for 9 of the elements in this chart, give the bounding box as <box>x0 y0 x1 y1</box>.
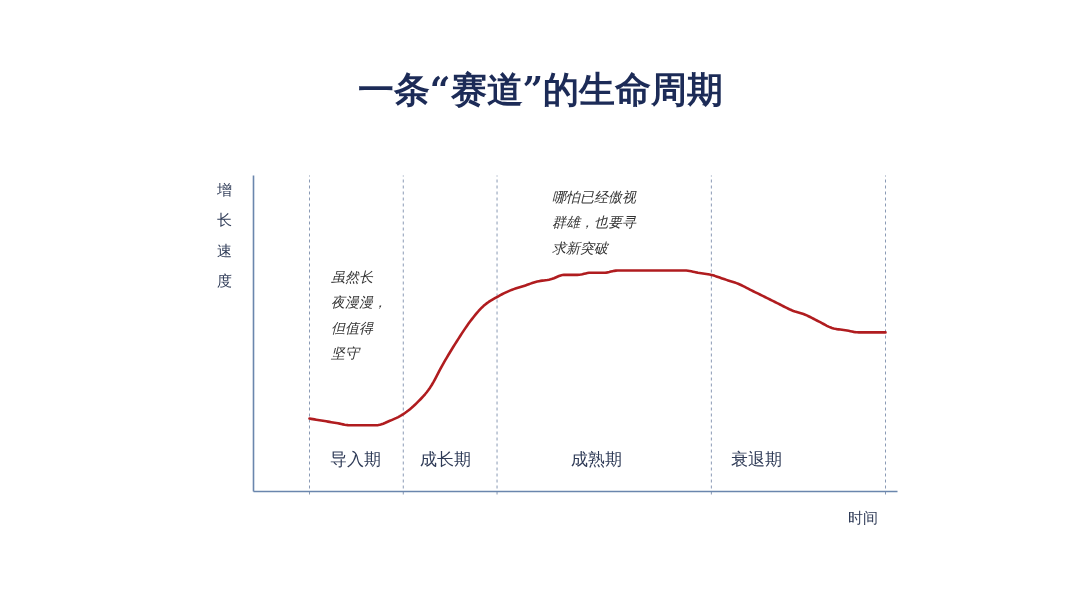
annotation: 导入期 <box>330 448 381 469</box>
annotation: 成熟期 <box>571 448 622 469</box>
chart-title: 一条“赛道”的生命周期 <box>357 67 724 110</box>
annotation: 成长期 <box>420 448 471 469</box>
annotation: 衰退期 <box>731 448 782 469</box>
x-axis-title: 时间 <box>847 508 878 527</box>
text: 哪怕已经傲视群雄，也要寻求新突破 <box>551 188 637 256</box>
y-axis-title: 增长速度 <box>216 180 232 291</box>
annotation: 虽然长夜漫漫，但值得坚守 <box>329 268 387 362</box>
